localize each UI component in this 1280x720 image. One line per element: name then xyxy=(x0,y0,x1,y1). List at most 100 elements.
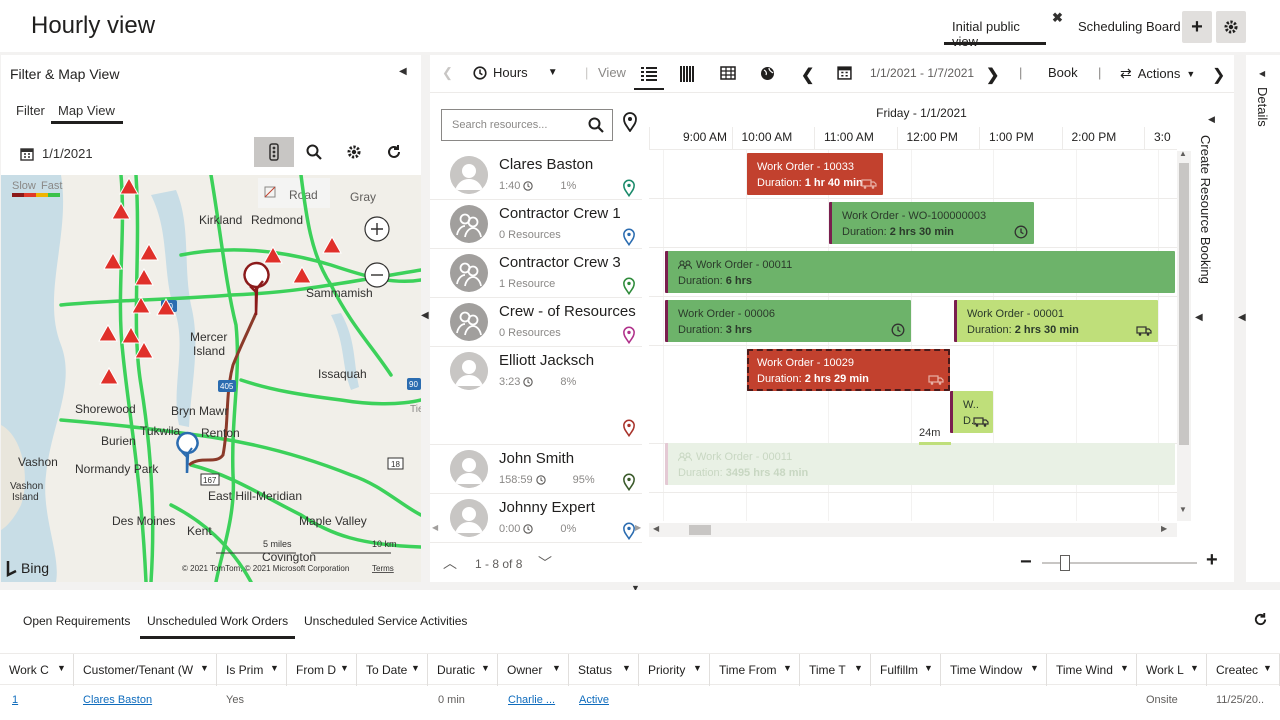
booking-block[interactable]: Work Order - 00001 Duration: 2 hrs 30 min xyxy=(954,300,1158,342)
map-terms-link[interactable]: Terms xyxy=(372,564,394,573)
tab-unscheduled-work-orders[interactable]: Unscheduled Work Orders xyxy=(140,614,296,639)
row-number-link[interactable]: 1 xyxy=(12,694,19,706)
board-settings-button[interactable] xyxy=(1216,11,1246,43)
location-pin-icon[interactable] xyxy=(623,277,635,300)
close-tab-icon[interactable]: ✖ xyxy=(1052,10,1063,25)
create-resource-booking-pane[interactable]: ◀ Create Resource Booking ◀ xyxy=(1195,100,1227,530)
resource-name[interactable]: Elliott Jacksch xyxy=(499,352,595,369)
booking-block[interactable]: Work Order - 00011 Duration: 6 hrs xyxy=(665,251,1175,293)
resource-row[interactable]: Crew - of Resources 0 Resources xyxy=(430,298,642,347)
booking-pin-icon[interactable] xyxy=(243,261,270,316)
map-canvas[interactable]: Road Gray Slow Fast Kirkland Redmond Sam… xyxy=(1,175,421,582)
tab-unscheduled-service-activities[interactable]: Unscheduled Service Activities xyxy=(304,614,468,628)
collapse-left-icon[interactable]: ◀ xyxy=(399,66,407,77)
scroll-up-icon[interactable]: ▲ xyxy=(1179,149,1187,158)
column-header[interactable]: Fulfillm xyxy=(880,663,918,677)
column-header[interactable]: To Date xyxy=(366,663,407,677)
column-menu-icon[interactable]: ▼ xyxy=(552,663,561,673)
location-pin-icon[interactable] xyxy=(623,179,635,202)
column-menu-icon[interactable]: ▼ xyxy=(340,663,349,673)
page-up-icon[interactable]: ︿ xyxy=(443,555,457,571)
column-header[interactable]: Time Window xyxy=(950,663,1023,677)
customer-link[interactable]: Clares Baston xyxy=(83,694,153,706)
location-pin-icon[interactable] xyxy=(623,326,635,349)
resource-name[interactable]: Contractor Crew 3 xyxy=(499,254,621,271)
status-link[interactable]: Active xyxy=(579,694,609,706)
zoom-out-slider-button[interactable]: − xyxy=(1020,551,1032,573)
resource-row[interactable]: Elliott Jacksch 3:23 8% xyxy=(430,347,642,445)
previous-icon[interactable]: ❮ xyxy=(442,65,453,80)
resource-pin-icon[interactable] xyxy=(176,431,199,474)
res-scroll-right-icon[interactable]: ▶ xyxy=(635,523,642,532)
search-icon[interactable] xyxy=(588,117,604,133)
resource-row[interactable]: Contractor Crew 3 1 Resource xyxy=(430,249,642,298)
zoom-in-slider-button[interactable]: + xyxy=(1206,549,1218,571)
column-menu-icon[interactable]: ▼ xyxy=(411,663,420,673)
next-icon[interactable]: ❯ xyxy=(1212,67,1226,84)
resource-name[interactable]: Crew - of Resources xyxy=(499,303,636,320)
scroll-right-icon[interactable]: ▶ xyxy=(1161,524,1168,533)
tab-filter[interactable]: Filter xyxy=(16,103,45,118)
timeline-grid[interactable]: Friday - 1/1/2021 9:00 AM 10:00 AM 11:00 A… xyxy=(649,99,1194,539)
column-menu-icon[interactable]: ▼ xyxy=(1190,663,1199,673)
resource-row[interactable]: Johnny Expert 0:00 0% xyxy=(430,494,642,543)
resource-name[interactable]: John Smith xyxy=(499,450,575,467)
resource-search-input[interactable]: Search resources... xyxy=(441,109,613,141)
owner-link[interactable]: Charlie ... xyxy=(508,694,556,706)
location-pin-icon[interactable] xyxy=(623,228,635,251)
location-pin-icon[interactable] xyxy=(623,473,635,496)
details-pane[interactable]: ◀ Details xyxy=(1246,55,1280,582)
expand-bottom-icon[interactable]: ▼ xyxy=(631,583,640,593)
date-range-picker[interactable]: 1/1/2021 - 1/7/2021 xyxy=(837,65,974,80)
booking-block[interactable]: Work Order - 00011 Duration: 3495 hrs 48 … xyxy=(665,443,1175,485)
column-header[interactable]: Priority xyxy=(648,663,686,677)
map-style-gray[interactable]: Gray xyxy=(350,190,376,204)
column-menu-icon[interactable]: ▼ xyxy=(270,663,279,673)
zoom-slider[interactable] xyxy=(1042,562,1197,564)
column-menu-icon[interactable]: ▼ xyxy=(1263,663,1272,673)
column-header[interactable]: Time T xyxy=(809,663,846,677)
column-header[interactable]: From D xyxy=(296,663,336,677)
add-tab-button[interactable]: + xyxy=(1182,11,1212,43)
column-header[interactable]: Duratic xyxy=(437,663,476,677)
resource-name[interactable]: Clares Baston xyxy=(499,156,594,173)
location-pin-icon[interactable] xyxy=(623,419,635,442)
column-menu-icon[interactable]: ▼ xyxy=(1030,663,1039,673)
traffic-map[interactable]: Road Gray Slow Fast Kirkland Redmond Sam… xyxy=(1,175,421,582)
column-header[interactable]: Work L xyxy=(1146,663,1184,677)
booking-block[interactable]: Work Order - 00006 Duration: 3 hrs xyxy=(665,300,911,342)
previous-week-icon[interactable]: ❮ xyxy=(801,67,815,84)
map-settings-button[interactable] xyxy=(334,137,374,167)
column-menu-icon[interactable]: ▼ xyxy=(783,663,792,673)
column-menu-icon[interactable]: ▼ xyxy=(1120,663,1129,673)
location-pin-icon[interactable] xyxy=(623,112,637,137)
actions-menu[interactable]: ⇄ Actions ▼ xyxy=(1120,65,1195,82)
tab-scheduling-board[interactable]: Scheduling Board xyxy=(1078,19,1181,34)
column-menu-icon[interactable]: ▼ xyxy=(693,663,702,673)
res-scroll-left-icon[interactable]: ◀ xyxy=(432,523,439,532)
table-row[interactable]: 1 Clares Baston Yes 0 min Charlie ... Ac… xyxy=(0,686,1280,716)
zoom-in-button[interactable] xyxy=(364,216,390,242)
column-header[interactable]: Time Wind xyxy=(1056,663,1113,677)
column-header[interactable]: Is Prim xyxy=(226,663,264,677)
map-date[interactable]: 1/1/2021 xyxy=(20,146,93,161)
tab-initial-public-view[interactable]: Initial public view xyxy=(944,19,1046,49)
booking-block[interactable]: Work Order - WO-100000003 Duration: 2 hrs… xyxy=(829,202,1034,244)
expand-pane-icon[interactable]: ◀ xyxy=(1195,312,1203,323)
booking-block[interactable]: Work Order - 10029 Duration: 2 hrs 29 min xyxy=(747,349,950,391)
map-search-button[interactable] xyxy=(294,137,334,167)
vertical-scrollbar[interactable] xyxy=(1177,151,1191,521)
column-menu-icon[interactable]: ▼ xyxy=(924,663,933,673)
hours-dropdown[interactable]: Hours ▼ xyxy=(473,65,558,80)
refresh-grid-button[interactable] xyxy=(1253,612,1268,632)
resource-name[interactable]: Contractor Crew 1 xyxy=(499,205,621,222)
scroll-down-icon[interactable]: ▼ xyxy=(1179,505,1187,514)
column-menu-icon[interactable]: ▼ xyxy=(622,663,631,673)
book-button[interactable]: Book xyxy=(1048,65,1078,80)
column-menu-icon[interactable]: ▼ xyxy=(200,663,209,673)
horizontal-scrollbar[interactable] xyxy=(649,523,1177,537)
column-menu-icon[interactable]: ▼ xyxy=(481,663,490,673)
booking-block[interactable]: Work Order - 10033 Duration: 1 hr 40 min xyxy=(747,153,883,195)
booking-block[interactable]: W.. D.. xyxy=(950,391,993,433)
resource-row[interactable]: Contractor Crew 1 0 Resources xyxy=(430,200,642,249)
